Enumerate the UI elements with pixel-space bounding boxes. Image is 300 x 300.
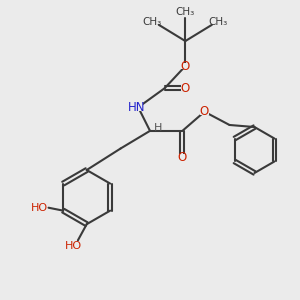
FancyBboxPatch shape xyxy=(178,154,187,161)
FancyBboxPatch shape xyxy=(200,109,208,115)
Text: CH₃: CH₃ xyxy=(209,17,228,27)
Text: CH₃: CH₃ xyxy=(176,7,195,16)
Text: O: O xyxy=(178,151,187,164)
Text: HN: HN xyxy=(128,101,146,114)
FancyBboxPatch shape xyxy=(181,63,190,69)
FancyBboxPatch shape xyxy=(66,242,81,251)
Text: O: O xyxy=(200,105,209,118)
FancyBboxPatch shape xyxy=(181,85,190,92)
Text: CH₃: CH₃ xyxy=(143,17,162,27)
Text: O: O xyxy=(181,60,190,73)
Text: H: H xyxy=(154,123,162,133)
FancyBboxPatch shape xyxy=(32,203,47,212)
FancyBboxPatch shape xyxy=(130,103,143,111)
Text: O: O xyxy=(181,82,190,95)
Text: HO: HO xyxy=(65,241,82,251)
Text: HO: HO xyxy=(31,203,48,213)
